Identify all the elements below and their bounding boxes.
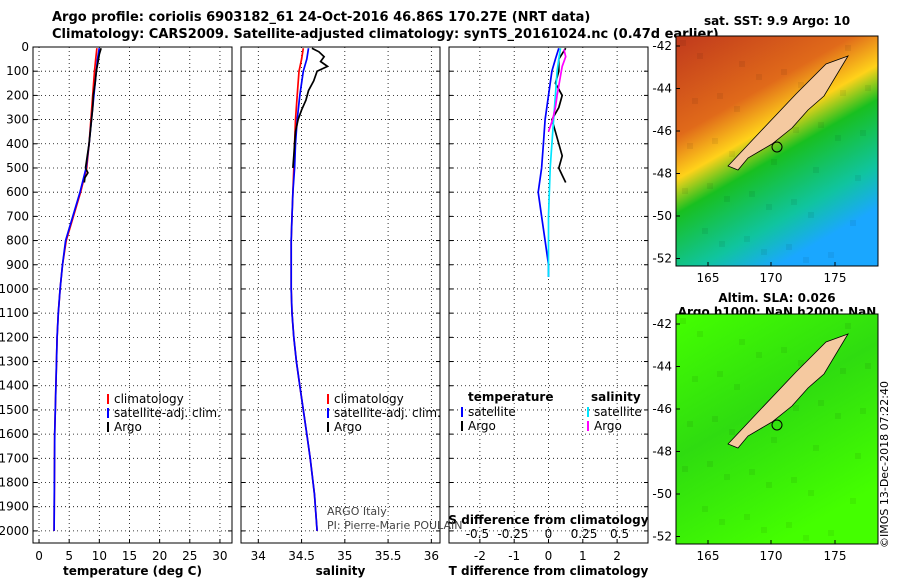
- depth-tick-label: 1600: [0, 427, 29, 441]
- temperature-axes-frame: [32, 46, 233, 544]
- salinity-panel: 34 34.5 35 35.5 36 salinity climatologysatelli…: [240, 46, 441, 578]
- depth-tick-label: 2000: [0, 524, 29, 538]
- legend-label: climatology: [334, 392, 404, 406]
- difference-xlabel: T difference from climatology: [449, 564, 649, 578]
- difference-xtick-label: -1: [508, 549, 520, 563]
- temperature-panel: 0 5 10 15 20 25 30 temperature (deg C) climatolo…: [32, 46, 233, 578]
- depth-tick-label: 900: [6, 258, 29, 272]
- difference-xtick-label: 0: [545, 549, 553, 563]
- depth-tick-label: 600: [6, 185, 29, 199]
- salinity-series-argo: [292, 47, 330, 169]
- depth-tick-label: 500: [6, 161, 29, 175]
- sst-map-title: sat. SST: 9.9 Argo: 10: [703, 14, 851, 28]
- depth-tick-label: 700: [6, 209, 29, 223]
- difference-s-tick-label: 0: [545, 527, 553, 541]
- depth-tick-label: 1800: [0, 476, 29, 490]
- salinity-xlabel: salinity: [316, 564, 366, 578]
- depth-tick-label: 1400: [0, 379, 29, 393]
- depth-tick-label: 0: [21, 40, 29, 54]
- legend-label: Argo: [334, 420, 362, 434]
- depth-tick-label: 400: [6, 137, 29, 151]
- salinity-axes-frame: [240, 46, 441, 544]
- temperature-xtick-label: 10: [92, 549, 107, 563]
- difference-s-tick-label: -0.5: [466, 527, 489, 541]
- depth-tick-label: 100: [6, 64, 29, 78]
- legend-label: climatology: [114, 392, 184, 406]
- legend-label: satellite-adj. clim.: [334, 406, 441, 420]
- imos-stamp: ©IMOS 13-Dec-2018 07:22:40: [878, 381, 891, 548]
- sla-map-title-line2: Argo h1000: NaN h2000: NaN: [677, 305, 877, 319]
- temperature-xtick-label: 0: [35, 549, 43, 563]
- temperature-xtick-label: 15: [122, 549, 137, 563]
- credit-line1: ARGO Italy: [327, 505, 387, 518]
- difference-xtick-label: 2: [613, 549, 621, 563]
- depth-tick-label: 200: [6, 88, 29, 102]
- temperature-xtick-label: 20: [152, 549, 167, 563]
- depth-tick-label: 1900: [0, 500, 29, 514]
- chart-title-line1: Argo profile: coriolis 6903182_61 24-Oct…: [52, 10, 591, 25]
- legend-title-salinity: salinity: [591, 390, 641, 404]
- depth-tick-label: 800: [6, 234, 29, 248]
- depth-tick-label: 1300: [0, 355, 29, 369]
- salinity-xtick-label: 36: [424, 549, 439, 563]
- credit-line2: PI: Pierre-Marie POULAIN: [327, 519, 463, 532]
- difference-series-s-argo: [547, 49, 567, 132]
- legend-label: Argo: [594, 419, 622, 433]
- depth-tick-label: 1500: [0, 403, 29, 417]
- depth-tick-label: 1000: [0, 282, 29, 296]
- depth-tick-label: 1100: [0, 306, 29, 320]
- difference-s-tick-label: 0.5: [610, 527, 629, 541]
- legend-label: satellite: [594, 405, 642, 419]
- legend-label: satellite-adj. clim.: [114, 406, 221, 420]
- difference-panel: -2 -1 0 1 2T difference from climatology -0.5…: [448, 46, 649, 578]
- temperature-xtick-label: 30: [212, 549, 227, 563]
- difference-series-t-satellite: [537, 47, 560, 277]
- difference-series-s-satellite: [547, 48, 562, 277]
- difference-xtick-label: -2: [474, 549, 486, 563]
- salinity-series-satellite-adj--clim-: [290, 48, 318, 531]
- difference-xtick-label: 1: [579, 549, 587, 563]
- salinity-xtick-label: 34: [251, 549, 266, 563]
- legend-label: satellite: [468, 405, 516, 419]
- depth-tick-label: 300: [6, 113, 29, 127]
- salinity-xtick-label: 35.5: [375, 549, 402, 563]
- temperature-series-argo: [83, 47, 102, 183]
- legend-title-temperature: temperature: [468, 390, 553, 404]
- chart-title-line2: Climatology: CARS2009. Satellite-adjuste…: [52, 27, 719, 42]
- depth-tick-label: 1200: [0, 330, 29, 344]
- difference-s-tick-label: 0.25: [571, 527, 598, 541]
- temperature-xlabel: temperature (deg C): [63, 564, 202, 578]
- salinity-xtick-label: 35: [337, 549, 352, 563]
- legend-label: Argo: [114, 420, 142, 434]
- salinity-xtick-label: 34.5: [288, 549, 315, 563]
- depth-tick-label: 1700: [0, 451, 29, 465]
- legend-label: Argo: [468, 419, 496, 433]
- difference-xlabel-top: S difference from climatology: [448, 513, 648, 527]
- difference-s-tick-label: -0.25: [497, 527, 528, 541]
- temperature-xtick-label: 5: [65, 549, 73, 563]
- sla-map-title-line1: Altim. SLA: 0.026: [718, 291, 836, 305]
- temperature-xtick-label: 25: [182, 549, 197, 563]
